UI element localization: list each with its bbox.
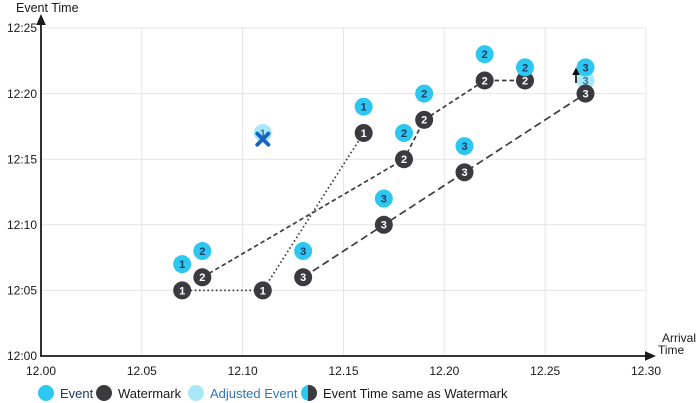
svg-text:1: 1: [260, 285, 266, 297]
svg-text:3: 3: [381, 220, 387, 232]
up-arrow-icon: [572, 67, 580, 83]
legend-label-event-time-same-as-watermark: Event Time same as Watermark: [323, 385, 508, 401]
event-marker-1: 1: [173, 255, 192, 274]
watermark-marker-2: 2: [516, 71, 534, 90]
watermark-marker-2: 2: [415, 110, 434, 129]
svg-text:3: 3: [461, 141, 467, 153]
watermark-marker-1: 1: [354, 123, 373, 142]
svg-text:2: 2: [401, 128, 407, 140]
watermark-marker-1: 1: [253, 281, 272, 300]
svg-text:2: 2: [482, 49, 488, 61]
event-marker-2: 2: [516, 58, 534, 77]
y-tick-label: 12:05: [7, 284, 37, 298]
svg-text:2: 2: [199, 246, 205, 258]
event-circle-icon: [38, 385, 54, 401]
legend-label-event: Event: [60, 385, 94, 401]
adjusted-event-marker-3: 3: [576, 71, 595, 90]
x-axis-title: Arrival Time: [658, 331, 696, 357]
adjusted-event-circle-icon: [188, 385, 204, 401]
watermark-marker-3: 3: [455, 163, 474, 182]
svg-text:3: 3: [461, 167, 467, 179]
event-marker-3: 3: [294, 242, 313, 261]
event-marker-1: 1: [354, 97, 373, 116]
x-axis-title-line1: Arrival: [662, 331, 696, 345]
x-tick-label: 12.00: [26, 364, 56, 378]
gridlines: [41, 27, 647, 356]
watermark-marker-2: 2: [193, 268, 212, 287]
x-mark-icon: [255, 131, 271, 147]
legend-item-watermark: Watermark: [96, 384, 181, 402]
svg-text:3: 3: [300, 246, 306, 258]
x-tick-label: 12.25: [530, 364, 560, 378]
event-marker-3: 3: [455, 137, 474, 156]
event-marker-2: 2: [395, 123, 413, 142]
svg-text:1: 1: [361, 128, 367, 140]
svg-text:1: 1: [361, 102, 367, 114]
event-marker-2: 2: [193, 242, 212, 261]
legend-label-watermark: Watermark: [118, 385, 182, 401]
event-marker-3: 3: [374, 189, 393, 208]
watermark-marker-3: 3: [576, 84, 595, 103]
x-axis-title-line2: Time: [658, 342, 685, 357]
tick-labels: 12.00 12.05 12.10 12.15 12.20 12.25 12.30 12:00…: [7, 21, 661, 378]
legend: Event Watermark Adjusted Event Event Tim…: [0, 384, 696, 402]
svg-text:2: 2: [421, 89, 427, 101]
svg-text:2: 2: [522, 62, 528, 74]
svg-text:2: 2: [199, 272, 205, 284]
svg-text:2: 2: [421, 115, 427, 127]
adjusted-event-marker-1: 1: [253, 123, 272, 142]
y-tick-label: 12:00: [7, 349, 37, 363]
event-marker-3: 3: [576, 58, 595, 77]
watermark-line-substream-3: [302, 92, 586, 278]
svg-text:2: 2: [522, 75, 528, 87]
svg-text:2: 2: [482, 75, 488, 87]
watermark-marker-2: 2: [475, 71, 494, 90]
y-tick-label: 12:15: [7, 152, 37, 166]
svg-text:3: 3: [381, 193, 387, 205]
svg-text:3: 3: [582, 89, 588, 101]
x-tick-label: 12.05: [127, 364, 157, 378]
svg-text:3: 3: [300, 272, 306, 284]
watermark-marker-3: 3: [374, 215, 393, 234]
svg-text:3: 3: [582, 75, 588, 87]
y-axis-title: Event Time: [16, 1, 79, 15]
x-tick-label: 12.30: [631, 364, 661, 378]
watermark-circle-icon: [96, 385, 112, 401]
watermark-marker-1: 1: [173, 281, 192, 300]
y-tick-label: 12:20: [7, 87, 37, 101]
watermark-line-substream-1: [182, 132, 365, 292]
y-tick-label: 12:25: [7, 21, 37, 35]
y-axis-arrow-icon: [36, 14, 46, 25]
svg-text:2: 2: [401, 154, 407, 166]
x-axis-arrow-icon: [645, 351, 656, 361]
watermark-marker-2: 2: [395, 150, 413, 169]
svg-text:1: 1: [179, 259, 185, 271]
axes: [36, 14, 656, 361]
legend-item-adjusted-event: Adjusted Event: [188, 384, 297, 402]
legend-item-event-time-same-as-watermark: Event Time same as Watermark: [301, 384, 507, 402]
event-marker-2: 2: [475, 45, 494, 64]
svg-text:1: 1: [260, 128, 266, 140]
legend-item-event: Event: [38, 384, 93, 402]
watermark-marker-3: 3: [294, 268, 313, 287]
svg-text:1: 1: [179, 285, 185, 297]
y-tick-label: 12:10: [7, 218, 37, 232]
x-tick-label: 12.20: [429, 364, 459, 378]
x-tick-label: 12.15: [328, 364, 358, 378]
legend-label-adjusted-event: Adjusted Event: [210, 385, 298, 401]
half-event-half-watermark-circle-icon: [301, 385, 317, 401]
x-tick-label: 12.10: [228, 364, 258, 378]
event-marker-2: 2: [415, 84, 434, 103]
svg-text:3: 3: [582, 62, 588, 74]
